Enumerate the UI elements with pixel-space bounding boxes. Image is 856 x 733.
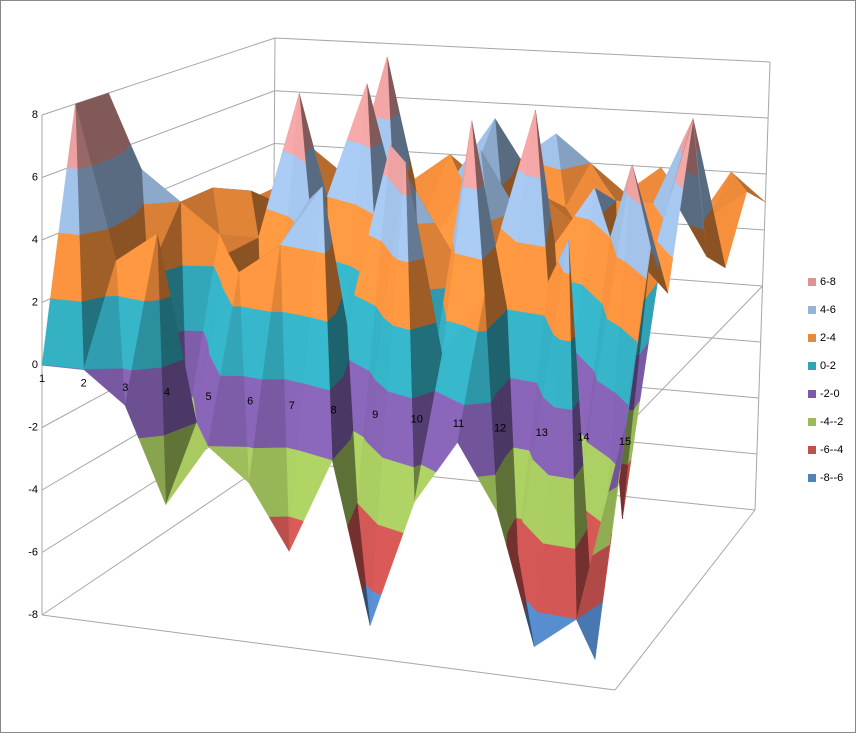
surface-piece	[362, 584, 371, 626]
legend-swatch	[808, 306, 816, 314]
surface-piece	[165, 422, 209, 505]
x-tick-label: 7	[289, 400, 295, 412]
z-tick-label: 8	[32, 109, 38, 121]
surface-piece	[41, 364, 84, 370]
floor-edge	[614, 509, 756, 691]
surface-piece	[280, 244, 317, 318]
surface-piece	[83, 368, 126, 406]
surface-piece	[288, 517, 304, 552]
surface-piece	[658, 260, 668, 294]
surface-piece	[536, 543, 577, 620]
legend-label: -6--4	[820, 444, 843, 456]
x-tick-label: 13	[536, 427, 548, 439]
z-tick-label: 4	[32, 234, 38, 246]
legend-swatch	[808, 278, 816, 286]
surface-piece	[533, 611, 577, 648]
surface-piece	[414, 464, 437, 503]
x-tick-label: 4	[164, 386, 170, 398]
legend-label: -4--2	[820, 416, 843, 428]
surface-piece	[477, 474, 498, 512]
surface-piece	[506, 532, 527, 613]
depth-axis	[624, 285, 763, 429]
surface-piece	[576, 602, 603, 660]
legend-label: -8--6	[820, 472, 843, 484]
surface	[41, 56, 766, 660]
surface-piece	[542, 475, 576, 550]
floor-edge	[41, 614, 616, 691]
legend: 6-8 4-6 2-4 0-2 -2-0 -4--2 -6--4 -8--6	[808, 276, 843, 484]
legend-swatch	[808, 362, 816, 370]
x-tick-label: 3	[122, 382, 128, 394]
surface-piece	[298, 383, 333, 461]
surface-piece	[688, 224, 707, 257]
surface-piece	[640, 196, 660, 271]
legend-swatch	[808, 446, 816, 454]
surface-piece	[369, 591, 382, 626]
surface-piece	[382, 391, 414, 468]
legend-label: 0-2	[820, 360, 836, 372]
x-tick-label: 8	[330, 404, 336, 416]
surface-piece	[524, 599, 535, 647]
surface-piece	[619, 463, 629, 519]
x-tick-label: 6	[247, 395, 253, 407]
x-tick-label: 2	[81, 377, 87, 389]
legend-label: 2-4	[820, 332, 836, 344]
x-tick-label: 9	[372, 409, 378, 421]
z-tick-label: -6	[28, 546, 38, 558]
legend-label: 4-6	[820, 304, 836, 316]
x-tick-label: 10	[411, 413, 423, 425]
legend-swatch	[808, 418, 816, 426]
x-tick-label: 11	[453, 418, 464, 430]
surface-piece	[124, 367, 164, 439]
x-tick-label: 5	[206, 391, 212, 403]
z-tick-label: 2	[32, 296, 38, 308]
surface-piece	[268, 516, 290, 552]
x-tick-label: 15	[619, 436, 631, 448]
x-tick-label: 12	[494, 422, 506, 434]
surface-piece	[457, 402, 496, 478]
z-tick-label: -2	[28, 421, 38, 433]
legend-swatch	[808, 390, 816, 398]
z-tick-label: -4	[28, 484, 38, 496]
legend-swatch	[808, 474, 816, 482]
z-tick-label: 0	[32, 359, 38, 371]
surface-piece	[138, 435, 167, 505]
legend-label: -2-0	[820, 388, 840, 400]
surface-piece	[248, 447, 289, 518]
legend-label: 6-8	[820, 276, 836, 288]
z-tick-label: 6	[32, 171, 38, 183]
legend-swatch	[808, 334, 816, 342]
x-tick-label: 1	[39, 373, 45, 385]
x-tick-label: 14	[577, 431, 589, 443]
z-tick-label: -8	[28, 609, 38, 621]
surface-piece	[207, 446, 250, 484]
